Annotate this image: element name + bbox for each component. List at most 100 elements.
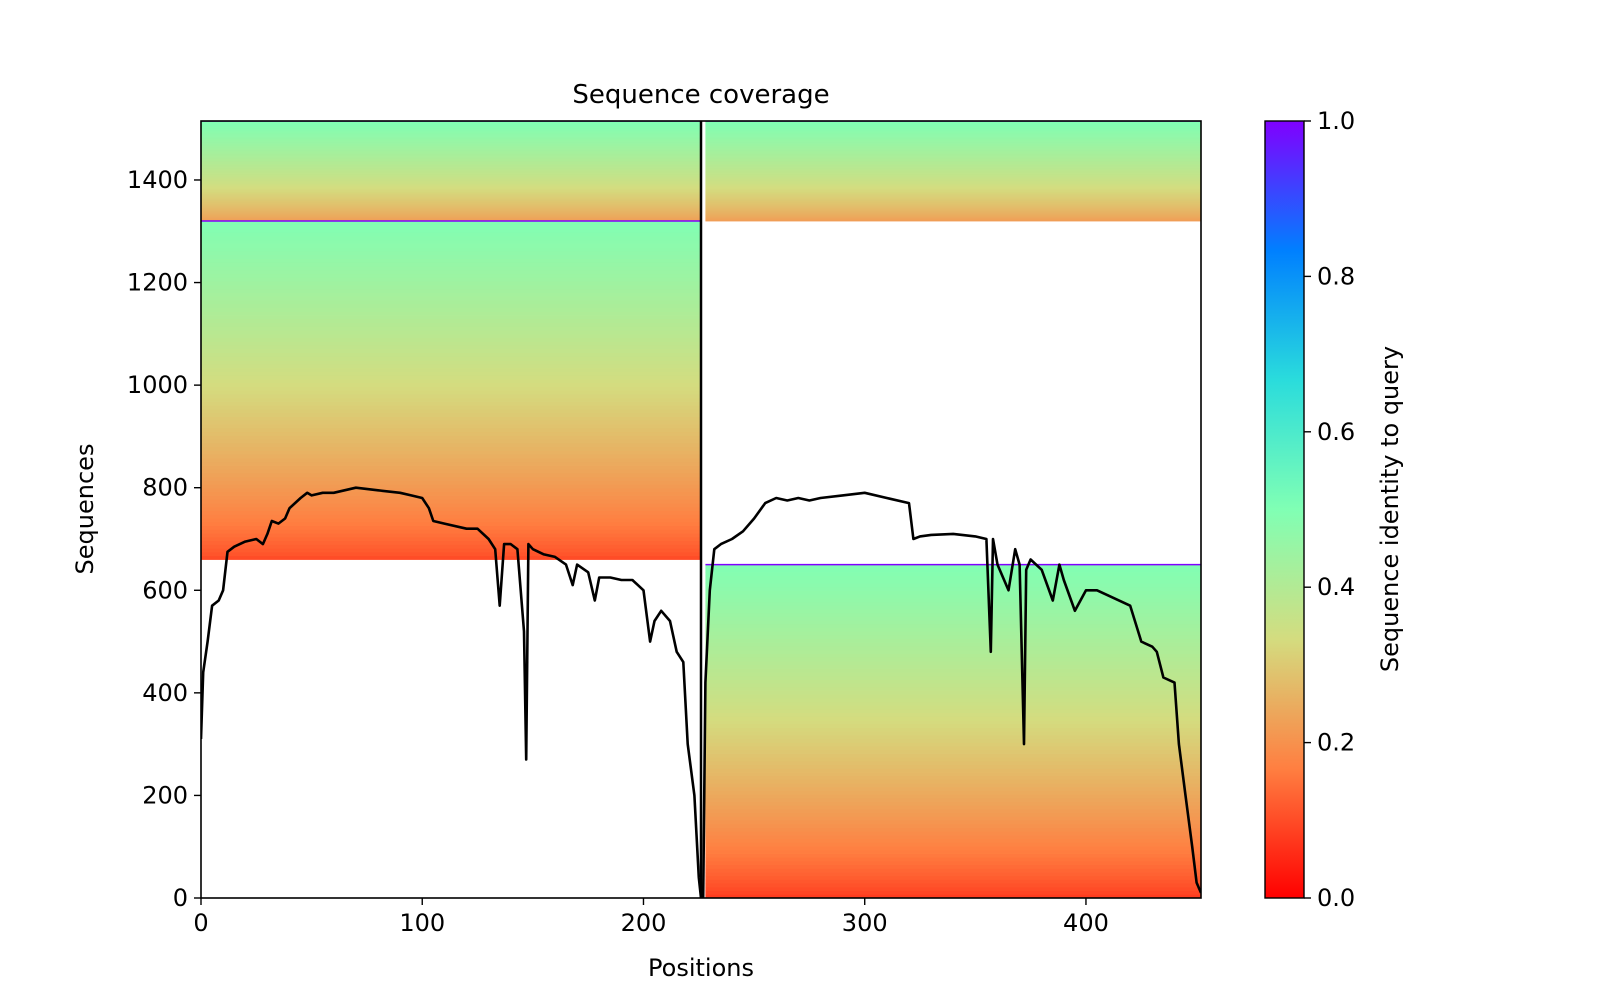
- coverage-row: [705, 742, 1201, 747]
- coverage-row: [705, 196, 1201, 199]
- coverage-row: [201, 195, 701, 197]
- coverage-line-layer: [201, 486, 1201, 898]
- coverage-row: [705, 846, 1201, 851]
- coverage-row: [705, 176, 1201, 179]
- coverage-row: [705, 133, 1201, 135]
- coverage-row: [201, 129, 701, 132]
- coverage-row: [705, 139, 1201, 142]
- coverage-row: [705, 177, 1201, 180]
- coverage-row: [705, 147, 1201, 150]
- coverage-row: [705, 144, 1201, 146]
- coverage-row: [705, 209, 1201, 212]
- coverage-row: [201, 205, 701, 207]
- y-axis: 0 200 400 600 800 1000 1200 1400: [127, 166, 201, 912]
- coverage-row: [201, 189, 701, 192]
- y-tick-label: 800: [142, 474, 188, 502]
- coverage-row: [705, 849, 1201, 854]
- coverage-row: [201, 360, 701, 365]
- coverage-row: [705, 568, 1201, 573]
- coverage-row: [201, 503, 701, 508]
- coverage-row: [201, 159, 701, 162]
- coverage-row: [201, 401, 701, 406]
- x-axis: 0 100 200 300 400: [193, 898, 1109, 937]
- coverage-row: [705, 764, 1201, 769]
- coverage-row: [201, 151, 701, 153]
- coverage-row: [705, 657, 1201, 662]
- colorbar-tick-label: 0.0: [1317, 884, 1355, 912]
- coverage-row: [201, 207, 701, 210]
- coverage-row: [201, 394, 701, 399]
- coverage-row: [201, 424, 701, 429]
- coverage-row: [705, 148, 1201, 151]
- coverage-row: [201, 555, 701, 560]
- coverage-row: [201, 266, 701, 271]
- coverage-row: [705, 816, 1201, 821]
- x-tick-label: 300: [842, 909, 888, 937]
- coverage-row: [201, 273, 701, 278]
- coverage-row: [705, 169, 1201, 172]
- coverage-block-chain1-main: [201, 220, 701, 560]
- coverage-row: [705, 779, 1201, 784]
- coverage-row: [705, 201, 1201, 203]
- coverage-row: [705, 727, 1201, 732]
- coverage-row: [201, 254, 701, 260]
- coverage-row: [201, 461, 701, 466]
- coverage-row: [705, 168, 1201, 171]
- coverage-row: [201, 127, 701, 130]
- y-tick-label: 200: [142, 781, 188, 809]
- coverage-row: [705, 864, 1201, 869]
- coverage-row: [705, 675, 1201, 680]
- coverage-row: [201, 488, 701, 493]
- coverage-row: [201, 134, 701, 136]
- coverage-row: [201, 201, 701, 203]
- coverage-row: [201, 480, 701, 485]
- coverage-row: [705, 660, 1201, 666]
- coverage-row: [201, 158, 701, 161]
- chart-title: Sequence coverage: [572, 80, 829, 110]
- coverage-row: [201, 145, 701, 147]
- coverage-row: [705, 775, 1201, 780]
- coverage-row: [705, 694, 1201, 699]
- coverage-row: [705, 188, 1201, 191]
- coverage-row: [201, 525, 701, 530]
- coverage-row: [201, 139, 701, 142]
- coverage-row: [705, 167, 1201, 170]
- coverage-row: [201, 154, 701, 156]
- coverage-row: [705, 141, 1201, 143]
- coverage-row: [705, 135, 1201, 137]
- coverage-row: [201, 484, 701, 489]
- y-tick-label: 400: [142, 679, 188, 707]
- coverage-row: [705, 701, 1201, 706]
- coverage-row: [705, 217, 1201, 220]
- coverage-row: [705, 184, 1201, 186]
- coverage-row: [201, 142, 701, 144]
- coverage-row: [705, 195, 1201, 197]
- coverage-row: [705, 174, 1201, 176]
- coverage-row: [201, 548, 701, 553]
- coverage-row: [705, 189, 1201, 192]
- coverage-row: [705, 590, 1201, 595]
- coverage-row: [201, 303, 701, 308]
- coverage-row: [705, 158, 1201, 161]
- coverage-row: [705, 122, 1201, 124]
- coverage-blocks: [201, 121, 1201, 898]
- coverage-row: [705, 149, 1201, 152]
- coverage-row: [201, 197, 701, 200]
- coverage-row: [201, 544, 701, 549]
- coverage-row: [201, 465, 701, 470]
- coverage-row: [705, 194, 1201, 196]
- coverage-row: [201, 209, 701, 212]
- coverage-row: [201, 371, 701, 376]
- coverage-row: [201, 122, 701, 124]
- coverage-row: [705, 125, 1201, 127]
- coverage-row: [705, 179, 1201, 182]
- coverage-row: [705, 838, 1201, 843]
- coverage-row: [201, 186, 701, 189]
- coverage-row: [705, 583, 1201, 588]
- coverage-row: [201, 322, 701, 327]
- coverage-row: [201, 239, 701, 244]
- coverage-row: [201, 157, 701, 160]
- coverage-row: [705, 620, 1201, 625]
- y-tick-label: 1000: [127, 371, 188, 399]
- coverage-row: [201, 454, 701, 459]
